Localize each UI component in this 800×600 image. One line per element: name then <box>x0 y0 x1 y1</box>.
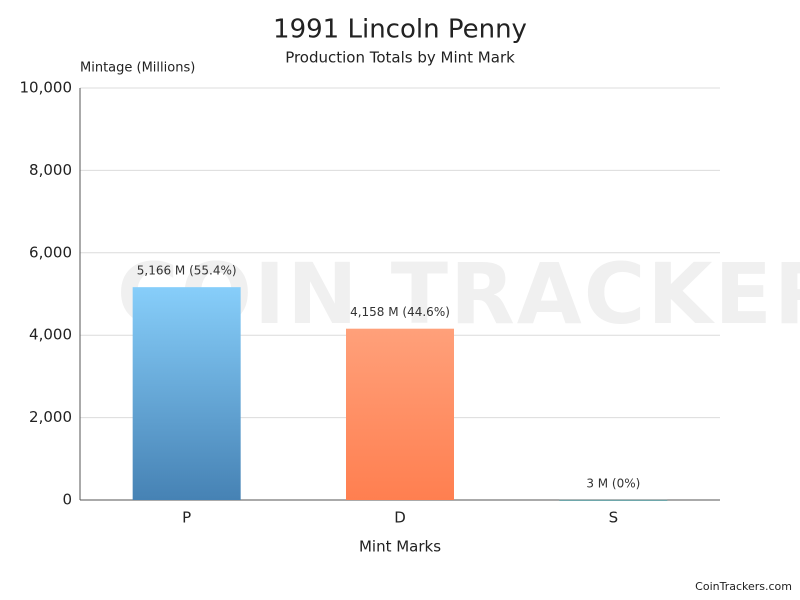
x-tick-label: P <box>182 509 191 527</box>
y-axis-label: Mintage (Millions) <box>80 61 195 76</box>
x-tick-label: D <box>394 509 406 527</box>
data-label: 4,158 M (44.6%) <box>350 305 450 319</box>
data-label: 3 M (0%) <box>586 476 640 490</box>
y-tick-label: 8,000 <box>29 161 72 179</box>
chart-title: 1991 Lincoln Penny <box>273 15 527 45</box>
x-tick-label: S <box>609 509 619 527</box>
data-label: 5,166 M (55.4%) <box>137 264 237 278</box>
y-tick-label: 0 <box>62 491 72 509</box>
y-tick-label: 2,000 <box>29 408 72 426</box>
bar <box>346 328 454 500</box>
y-tick-label: 10,000 <box>20 79 73 97</box>
credit: CoinTrackers.com <box>695 580 792 593</box>
chart-subtitle: Production Totals by Mint Mark <box>285 49 515 67</box>
y-tick-label: 4,000 <box>29 326 72 344</box>
bar <box>132 287 241 500</box>
y-tick-label: 6,000 <box>29 243 72 261</box>
bar <box>559 499 668 501</box>
x-axis-label: Mint Marks <box>359 538 441 556</box>
